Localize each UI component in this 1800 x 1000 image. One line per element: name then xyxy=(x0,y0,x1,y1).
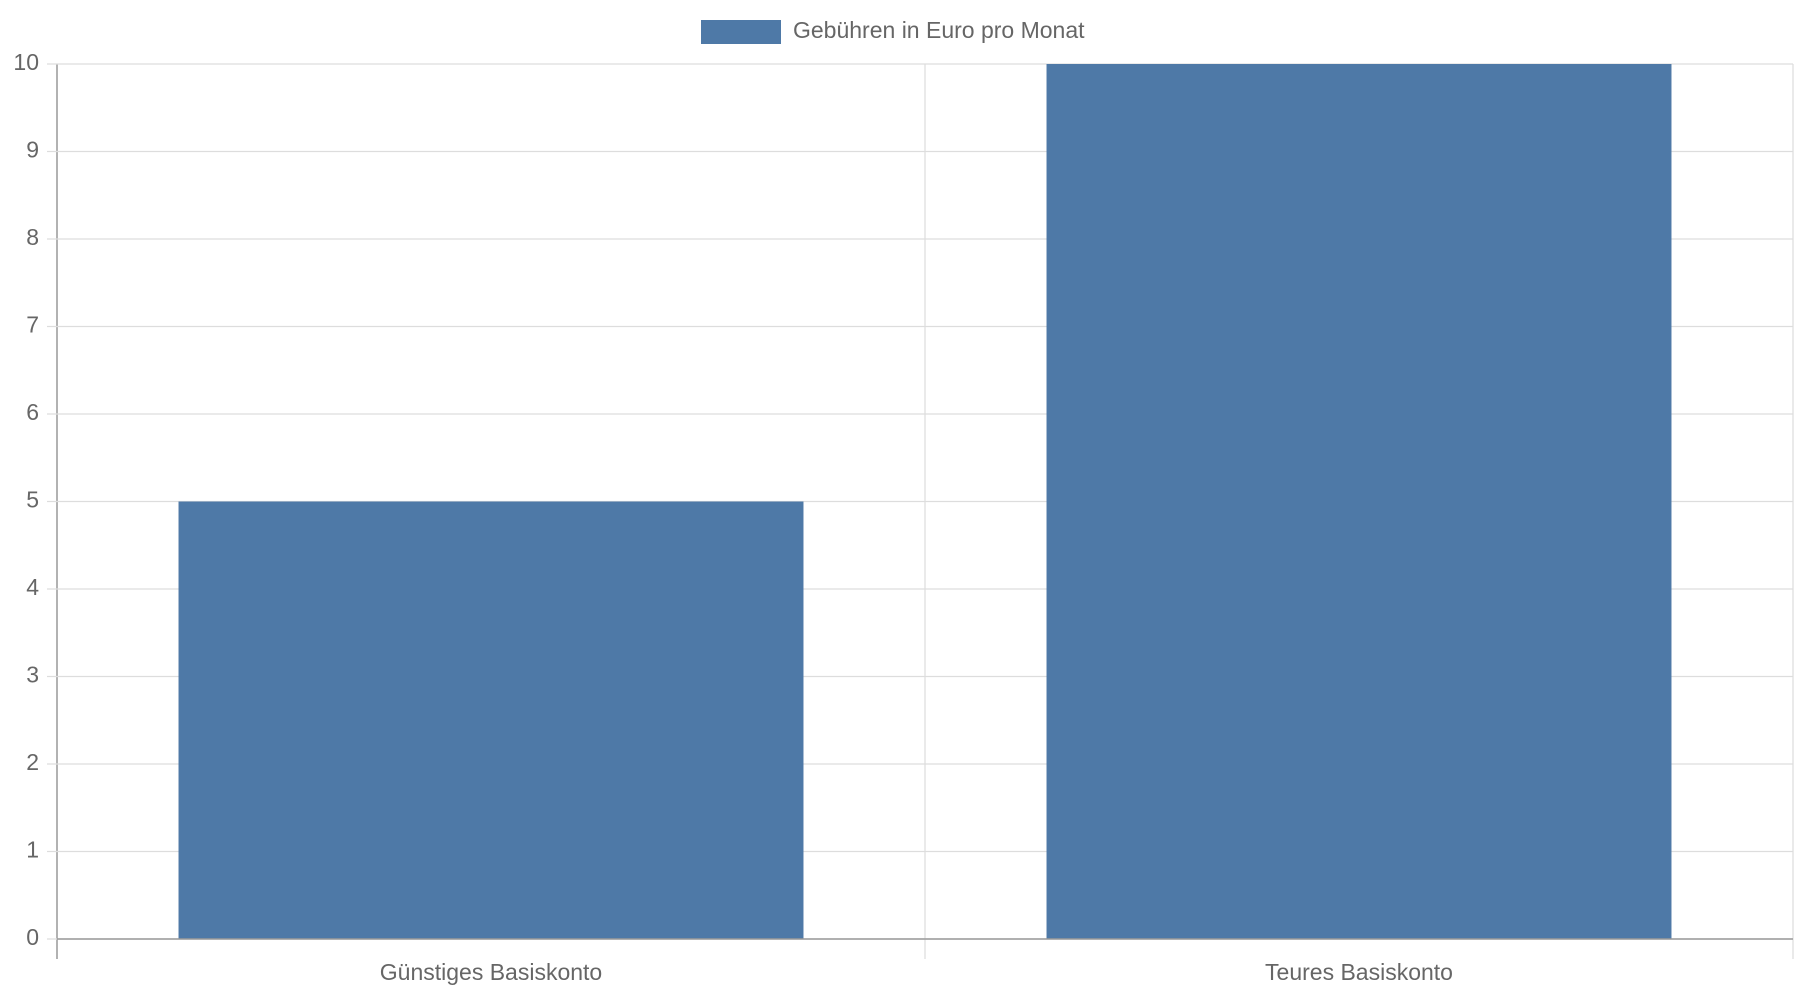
y-tick-label: 9 xyxy=(26,137,39,163)
bar xyxy=(178,501,804,939)
y-tick-label: 8 xyxy=(26,224,39,250)
y-tick-label: 3 xyxy=(26,662,39,688)
x-tick-label: Günstiges Basiskonto xyxy=(380,959,602,985)
x-tick-label: Teures Basiskonto xyxy=(1265,959,1453,985)
legend-swatch xyxy=(701,20,781,44)
legend-label: Gebühren in Euro pro Monat xyxy=(793,17,1085,43)
y-tick-label: 10 xyxy=(13,49,39,75)
y-tick-label: 1 xyxy=(26,837,39,863)
y-tick-label: 5 xyxy=(26,487,39,513)
bar xyxy=(1046,64,1672,939)
y-tick-label: 7 xyxy=(26,312,39,338)
y-tick-label: 6 xyxy=(26,399,39,425)
y-tick-label: 2 xyxy=(26,749,39,775)
y-tick-label: 4 xyxy=(26,574,39,600)
y-tick-label: 0 xyxy=(26,924,39,950)
